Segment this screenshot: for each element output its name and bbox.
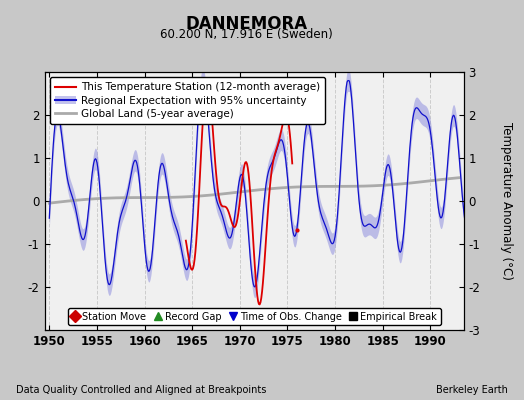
Text: DANNEMORA: DANNEMORA: [185, 15, 308, 33]
Legend: Station Move, Record Gap, Time of Obs. Change, Empirical Break: Station Move, Record Gap, Time of Obs. C…: [68, 308, 441, 325]
Y-axis label: Temperature Anomaly (°C): Temperature Anomaly (°C): [500, 122, 513, 280]
Text: 60.200 N, 17.916 E (Sweden): 60.200 N, 17.916 E (Sweden): [160, 28, 333, 41]
Text: Berkeley Earth: Berkeley Earth: [436, 385, 508, 395]
Text: Data Quality Controlled and Aligned at Breakpoints: Data Quality Controlled and Aligned at B…: [16, 385, 266, 395]
